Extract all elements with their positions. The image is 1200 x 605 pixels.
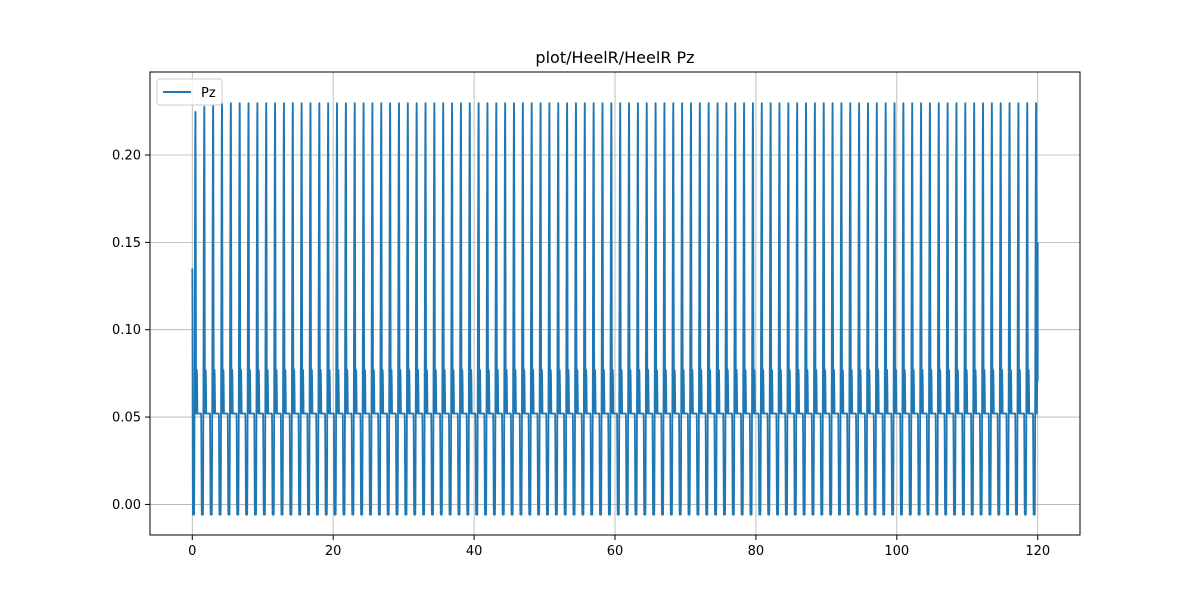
x-axis: 0 20 40 60 80 100 120 xyxy=(188,535,1050,559)
x-tick-label: 80 xyxy=(748,544,765,559)
y-tick-label: 0.20 xyxy=(112,148,141,163)
series-line-pz xyxy=(191,102,1039,516)
y-tick-label: 0.15 xyxy=(112,236,141,251)
x-tick-label: 40 xyxy=(466,544,483,559)
x-tick-label: 0 xyxy=(188,544,196,559)
y-tick-label: 0.10 xyxy=(112,323,141,338)
y-tick-label: 0.05 xyxy=(112,411,141,426)
x-tick-label: 100 xyxy=(884,544,909,559)
y-tick-label: 0.00 xyxy=(112,498,141,513)
y-axis: 0.00 0.05 0.10 0.15 0.20 xyxy=(112,148,150,513)
legend-label-pz: Pz xyxy=(201,86,216,101)
chart-title: plot/HeelR/HeelR Pz xyxy=(535,48,694,67)
legend: Pz xyxy=(156,78,223,106)
series-layer xyxy=(191,102,1039,516)
x-tick-label: 20 xyxy=(325,544,342,559)
grid xyxy=(150,72,1080,535)
x-tick-label: 120 xyxy=(1025,544,1050,559)
x-tick-label: 60 xyxy=(607,544,624,559)
